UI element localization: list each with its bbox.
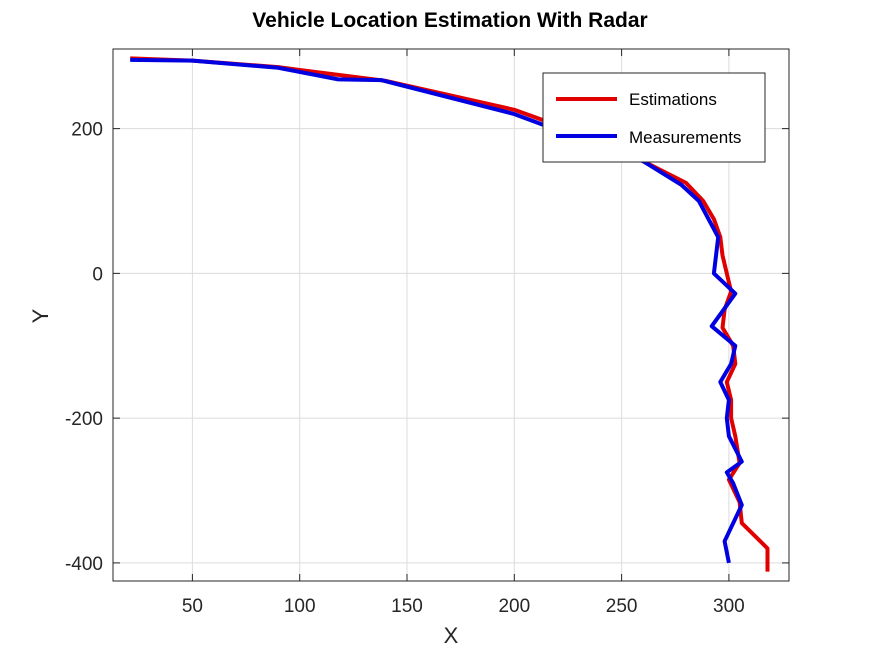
legend-box (542, 72, 766, 163)
chart-title: Vehicle Location Estimation With Radar (252, 9, 647, 32)
legend-label-measurements: Measurements (629, 128, 741, 147)
legend: Estimations Measurements (542, 72, 766, 163)
plot-area-border (112, 48, 790, 582)
y-tick-label: 0 (92, 264, 103, 285)
axis-ticks: 50 100 150 200 250 300 -400 -200 0 200 (65, 49, 789, 617)
y-tick-label: -400 (65, 554, 103, 575)
y-axis-label: Y (28, 308, 53, 323)
x-axis-label: X (444, 623, 459, 648)
x-tick-label: 50 (182, 596, 203, 617)
x-tick-label: 150 (391, 596, 423, 617)
x-tick-label: 100 (284, 596, 316, 617)
legend-label-estimations: Estimations (629, 90, 717, 109)
x-tick-label: 300 (713, 596, 745, 617)
series-line-measurements (130, 57, 744, 564)
x-tick-label: 200 (498, 596, 530, 617)
x-tick-label: 250 (606, 596, 638, 617)
series-lines (130, 56, 770, 572)
y-tick-label: 200 (71, 120, 103, 141)
y-tick-label: -200 (65, 409, 103, 430)
